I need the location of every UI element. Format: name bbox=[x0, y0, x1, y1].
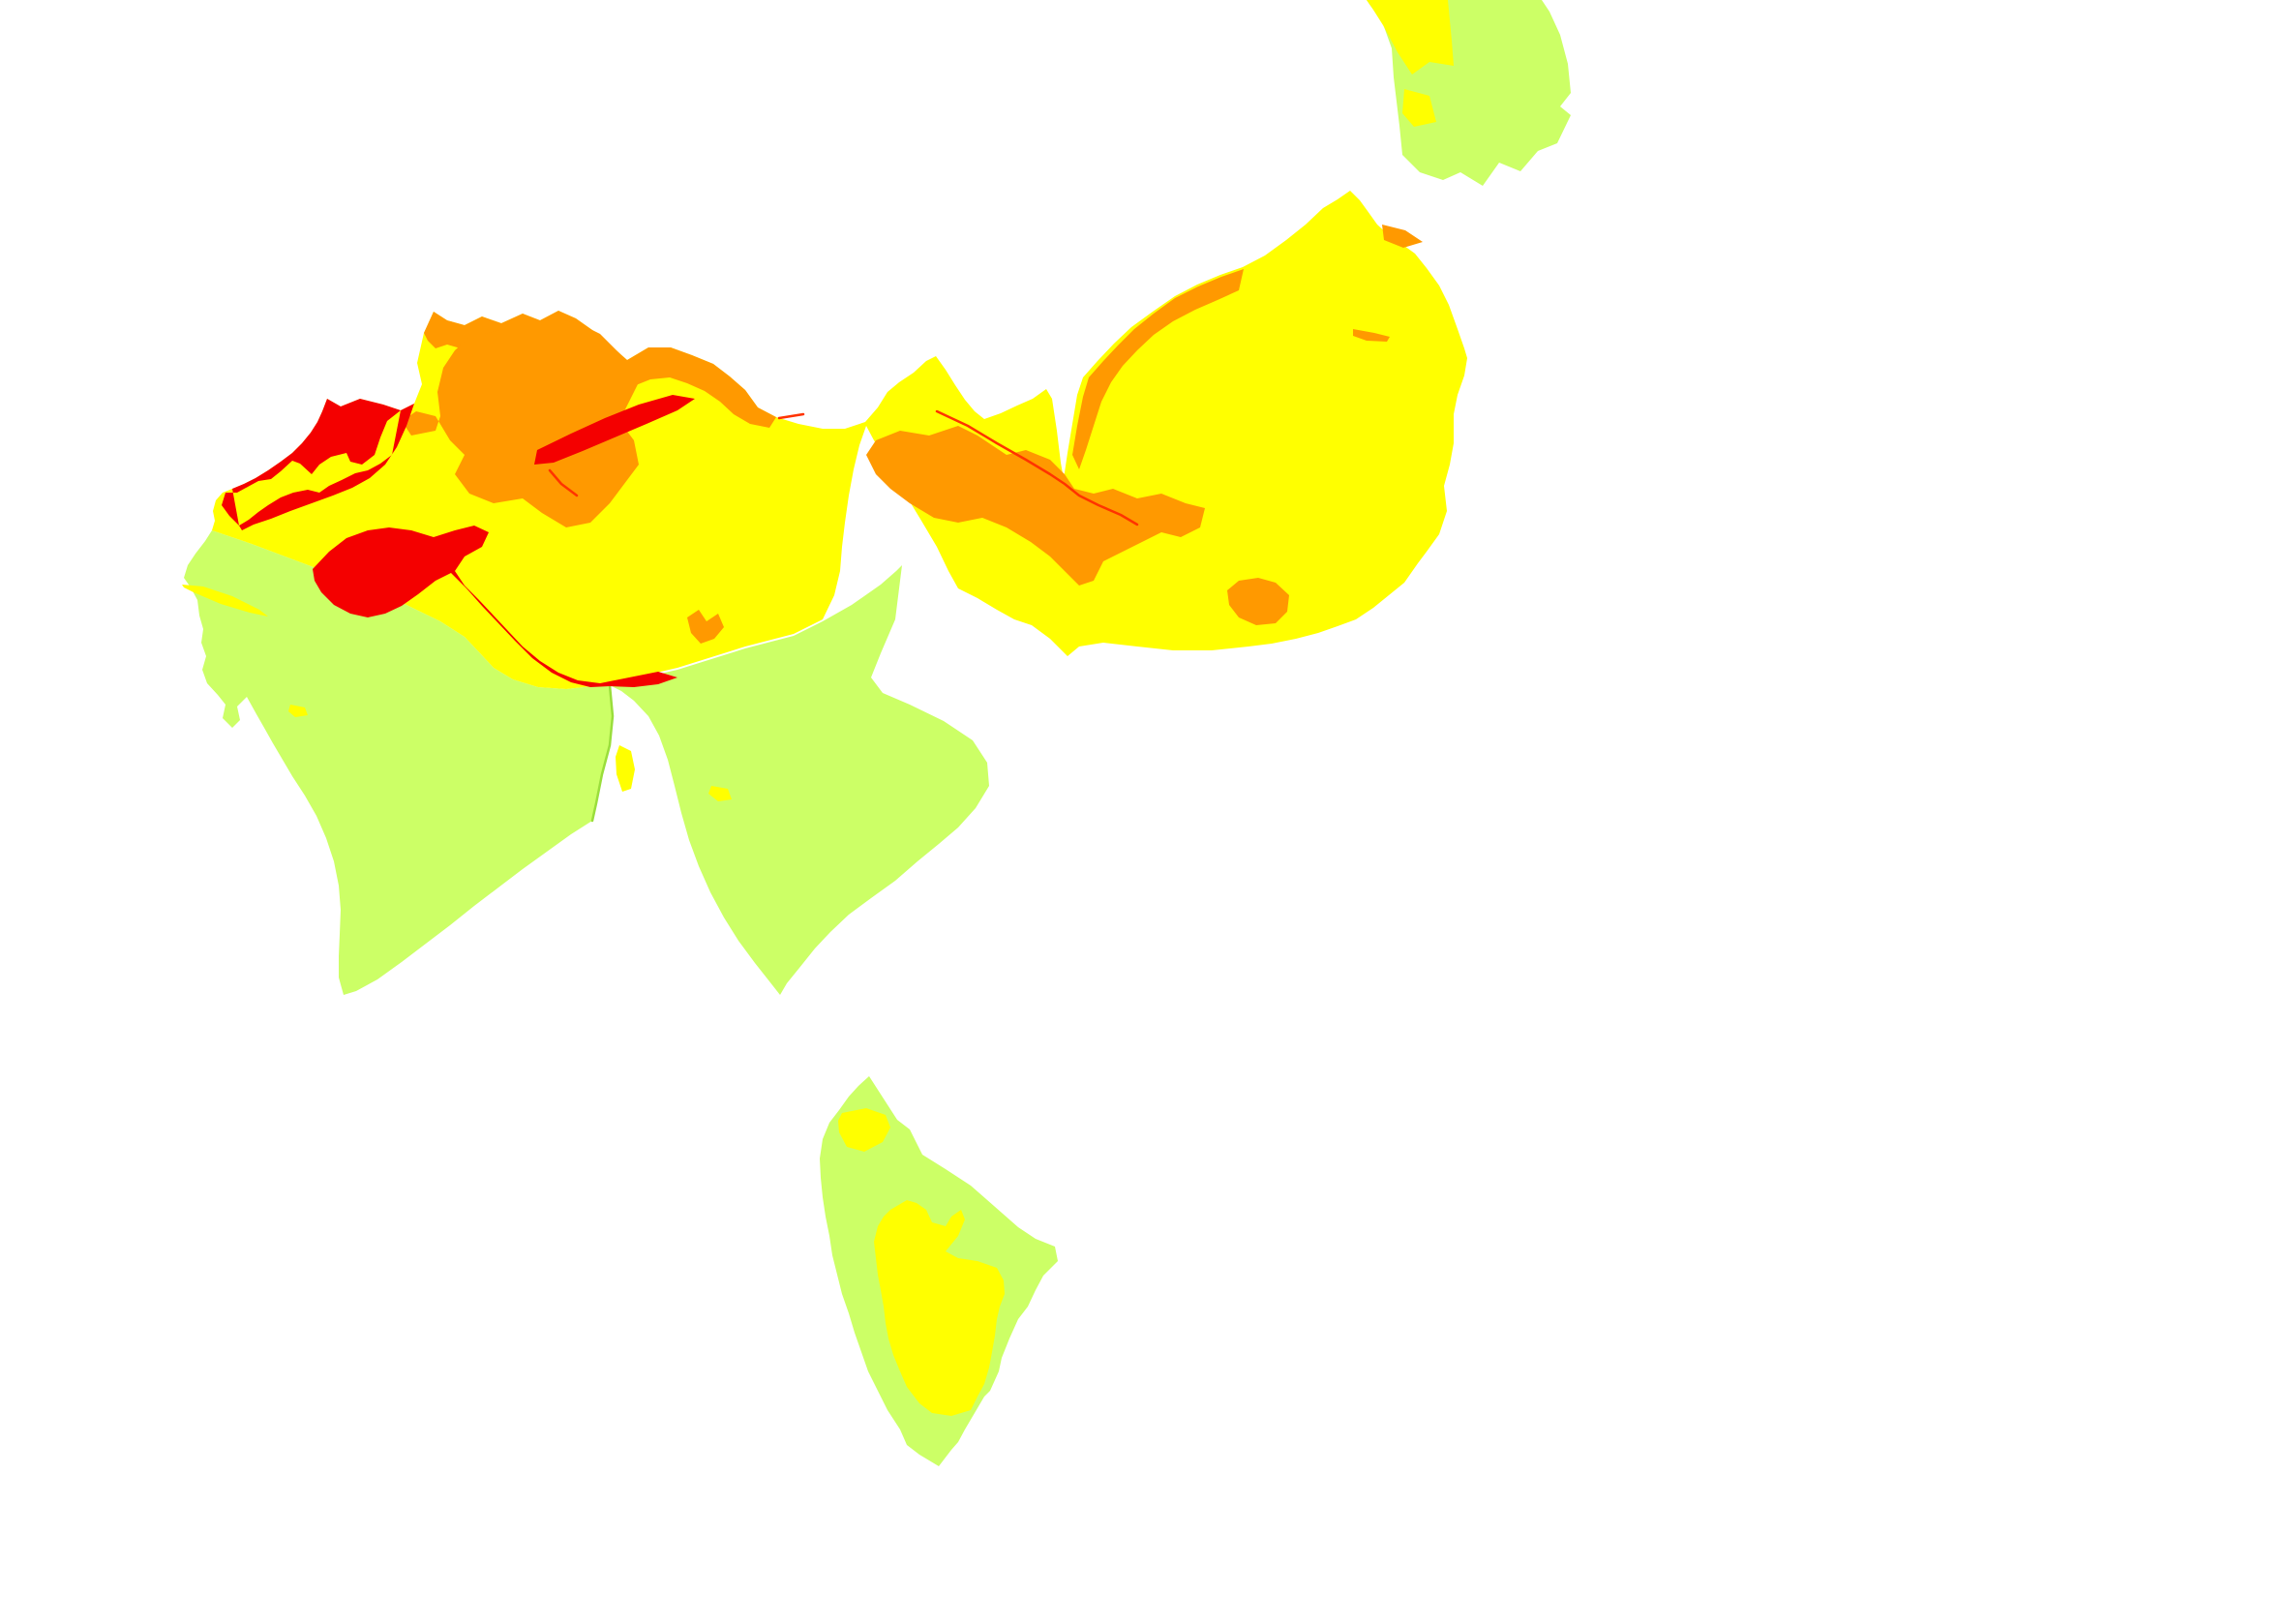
right-mass-orange-sliver bbox=[1353, 329, 1390, 342]
right-mass-small-orange-ne bbox=[1382, 225, 1423, 248]
small-orange-v-mark bbox=[687, 610, 724, 644]
southwest-green-yellow-sliver bbox=[182, 585, 268, 617]
red-diagonal-streak bbox=[534, 395, 695, 465]
northwest-red-band bbox=[222, 399, 401, 526]
central-left-orange-blob bbox=[402, 319, 639, 527]
red-small-dash bbox=[421, 556, 457, 573]
right-mass-northwest-orange-band bbox=[1072, 269, 1244, 469]
central-green-yellow-dot bbox=[708, 786, 732, 801]
band-central-orange bbox=[866, 426, 1205, 586]
central-green-yellow-blob bbox=[616, 745, 635, 792]
south-diamond-yellow-blob-small bbox=[838, 1108, 890, 1152]
northeast-region-yellow-patch-small bbox=[1402, 89, 1436, 127]
northeast-region-yellow-patch-top bbox=[1367, 0, 1454, 75]
right-mass-small-orange-blob-south bbox=[1227, 578, 1289, 625]
green-district-boundary-line bbox=[590, 683, 615, 823]
southwest-green-yellow-dot bbox=[288, 705, 308, 717]
northwest-red-band-inner bbox=[239, 404, 414, 530]
south-diamond-yellow-region-large bbox=[874, 1200, 1005, 1416]
central-green-region bbox=[610, 565, 989, 995]
province-boundary-line-rim bbox=[777, 412, 805, 420]
province-boundary-line-band bbox=[935, 409, 1139, 526]
province-boundary-line-blob bbox=[548, 468, 579, 497]
southwest-green-region bbox=[184, 530, 613, 995]
big-red-s-region bbox=[313, 526, 677, 687]
